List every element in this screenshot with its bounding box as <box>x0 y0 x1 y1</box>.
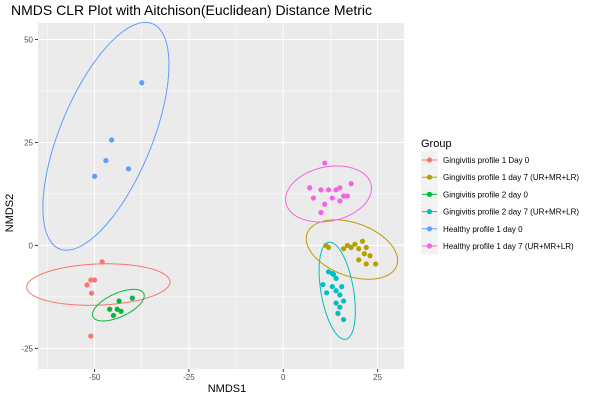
data-point <box>310 195 317 201</box>
legend-title: Group <box>421 138 452 150</box>
data-points <box>84 80 379 339</box>
data-point <box>348 181 354 187</box>
y-tick-label: -25 <box>21 344 33 353</box>
data-point <box>359 238 366 244</box>
group-ellipse <box>42 21 170 251</box>
data-point <box>125 166 132 172</box>
y-axis-title: NMDS2 <box>4 194 16 233</box>
legend-label: Gingivitis profile 1 Day 0 <box>443 156 530 165</box>
data-point <box>324 290 330 296</box>
data-point <box>103 157 109 164</box>
x-tick-label: 0 <box>281 373 286 382</box>
data-point <box>335 310 341 316</box>
legend-swatch <box>426 191 433 197</box>
data-point <box>307 185 313 191</box>
data-point <box>88 290 95 296</box>
data-point <box>352 241 358 247</box>
group-ellipses <box>26 21 399 340</box>
data-point <box>341 246 347 252</box>
x-tick-label: -25 <box>183 373 195 382</box>
group-ellipse <box>318 241 356 340</box>
data-point <box>367 253 373 259</box>
data-point <box>91 277 98 283</box>
group-ellipse <box>285 165 372 223</box>
y-tick-label: 50 <box>24 35 33 44</box>
data-point <box>341 193 347 199</box>
data-point <box>91 173 98 179</box>
data-point <box>356 257 362 263</box>
legend-label: Healthy profile 1 day 0 <box>443 225 523 234</box>
data-point <box>363 261 369 267</box>
data-point <box>337 198 343 204</box>
data-point <box>320 281 326 288</box>
data-point <box>116 298 122 304</box>
data-point <box>108 137 115 143</box>
data-point <box>356 246 362 252</box>
data-point <box>88 277 94 283</box>
data-point <box>337 292 343 298</box>
data-point <box>339 284 345 290</box>
y-tick-label: 25 <box>24 138 33 147</box>
data-point <box>118 308 124 314</box>
y-axis-ticks: -25 0 25 50 <box>21 35 38 353</box>
data-point <box>337 304 343 310</box>
data-point <box>333 300 339 306</box>
legend-swatch <box>426 157 433 163</box>
data-point <box>318 187 324 193</box>
data-point <box>88 333 94 339</box>
chart-title: NMDS CLR Plot with Aitchison(Euclidean) … <box>11 2 372 18</box>
data-point <box>333 187 339 193</box>
x-axis-title: NMDS1 <box>208 383 247 395</box>
group-ellipse <box>91 288 145 322</box>
group-ellipse <box>26 263 171 306</box>
legend-swatch <box>426 243 433 249</box>
y-tick-label: 0 <box>29 241 34 250</box>
data-point <box>322 201 328 207</box>
data-point <box>84 282 90 288</box>
data-point <box>363 244 369 251</box>
x-tick-label: 25 <box>373 373 382 382</box>
data-point <box>333 275 339 281</box>
legend-label: Gingivitis profile 2 day 0 <box>443 190 528 199</box>
group-ellipse <box>305 219 399 280</box>
data-point <box>322 160 328 166</box>
data-point <box>107 306 113 312</box>
x-tick-label: -50 <box>89 373 101 382</box>
legend-swatch <box>426 226 433 232</box>
data-point <box>110 312 117 319</box>
data-point <box>373 261 379 267</box>
legend-label: Healthy profile 1 day 7 (UR+MR+LR) <box>443 242 574 251</box>
major-gridlines <box>38 23 404 369</box>
legend: Group Gingivitis profile 1 Day 0 Gingivit… <box>421 138 579 255</box>
data-point <box>329 284 335 290</box>
legend-label: Gingivitis profile 1 day 7 (UR+MR+LR) <box>443 173 579 182</box>
data-point <box>323 242 329 249</box>
data-point <box>99 259 105 265</box>
data-point <box>348 244 354 251</box>
legend-swatch <box>426 174 433 180</box>
data-point <box>361 251 367 257</box>
data-point <box>325 187 332 193</box>
data-point <box>139 80 145 86</box>
data-point <box>344 193 351 199</box>
data-point <box>330 271 337 277</box>
data-point <box>341 298 347 304</box>
legend-swatch <box>426 209 433 215</box>
legend-label: Gingivitis profile 2 day 7 (UR+MR+LR) <box>443 208 579 217</box>
data-point <box>341 316 347 323</box>
x-axis-ticks: -50 -25 0 25 <box>89 369 383 382</box>
data-point <box>333 288 339 294</box>
data-point <box>318 209 324 216</box>
data-point <box>329 195 335 201</box>
data-point <box>129 295 135 301</box>
